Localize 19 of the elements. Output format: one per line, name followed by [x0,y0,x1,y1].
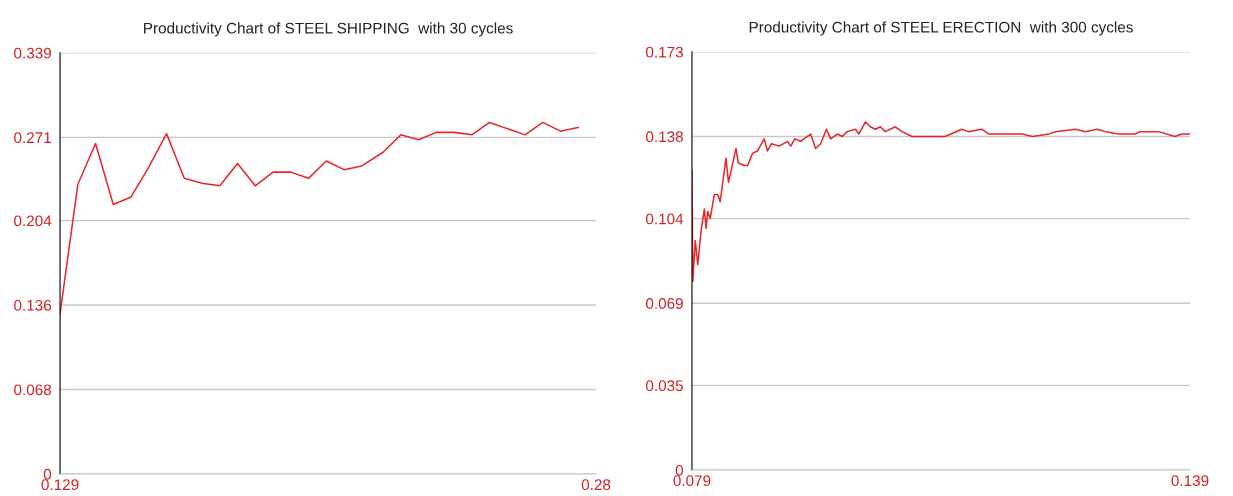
y-tick-label: 0.136 [14,299,52,311]
y-tick-label: 0.035 [646,380,683,392]
y-tick-label: 0 [675,464,684,476]
x-tick-label: 0.129 [41,479,79,491]
y-tick-label: 0.138 [646,131,683,143]
x-tick-label: 0.139 [1171,475,1209,487]
x-tick-label: 0.079 [673,475,711,487]
y-tick-label: 0.339 [14,47,51,59]
line-series [691,121,1190,283]
chart-title: Productivity Chart of STEEL SHIPPING with 30 cycles [144,22,513,37]
y-tick-label: 0 [43,468,52,480]
y-tick-label: 0.173 [646,46,683,58]
x-tick-label: 0.28 [581,479,611,491]
y-tick-label: 0.271 [14,132,51,144]
y-tick-label: 0.069 [646,298,683,309]
chart-title: Productivity Chart of STEEL ERECTION with 300 cycles [749,21,1133,36]
y-tick-label: 0.104 [646,213,684,225]
y-tick-label: 0.204 [14,215,52,227]
y-tick-label: 0.068 [14,384,52,396]
